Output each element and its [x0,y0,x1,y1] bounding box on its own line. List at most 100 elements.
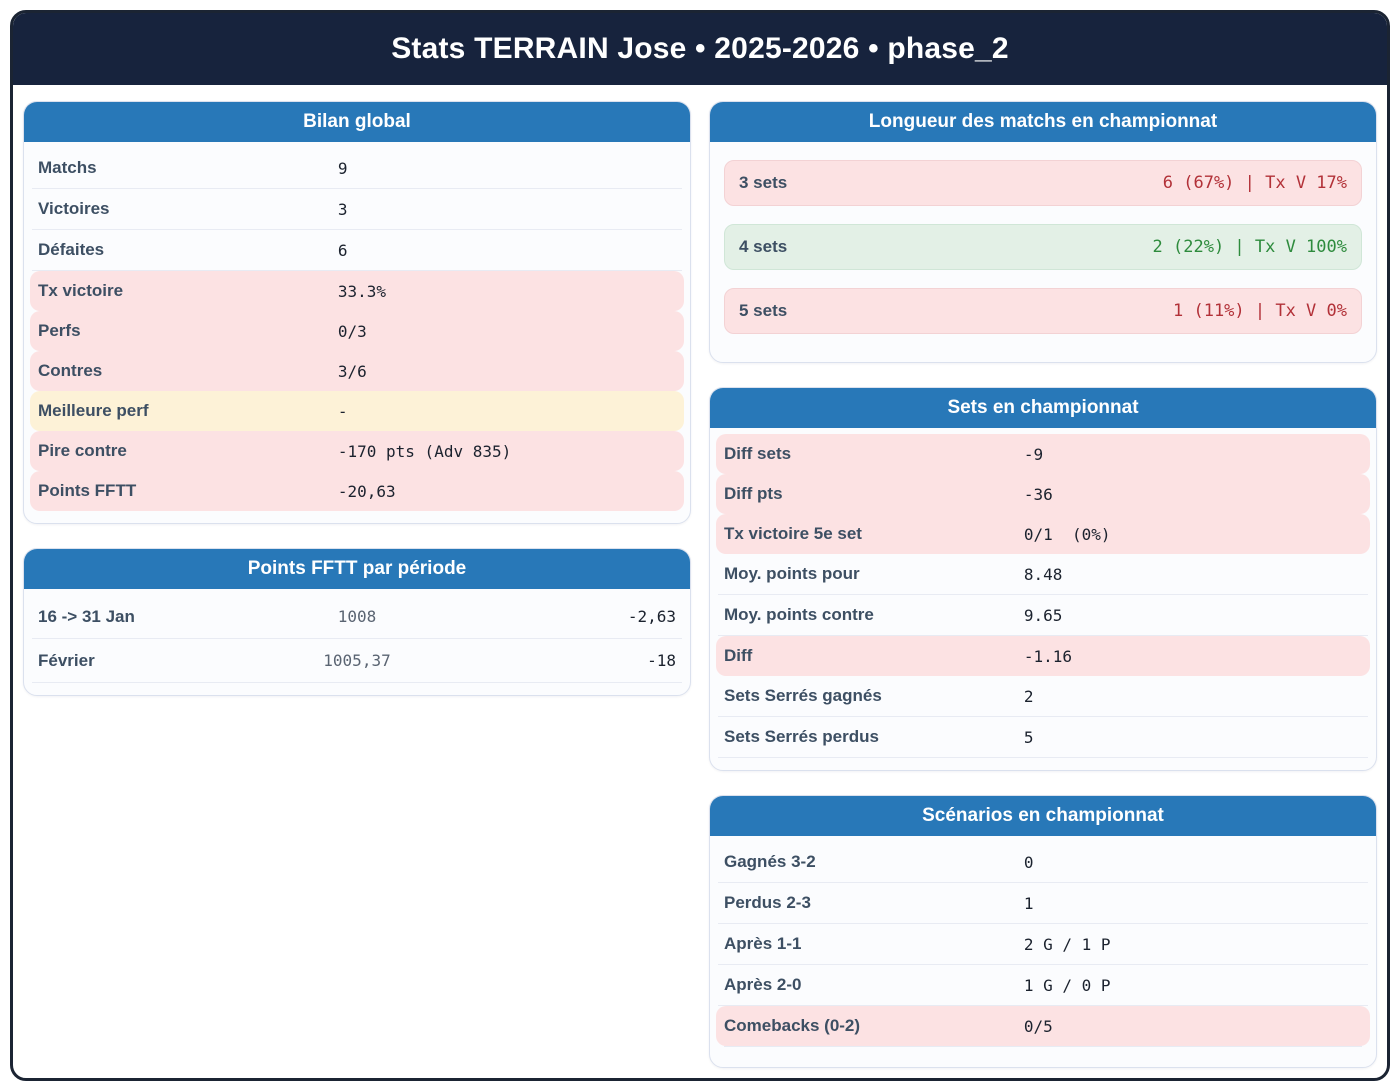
stat-row-apres-1-1: Après 1-1 2 G / 1 P [718,924,1368,965]
stat-label: Diff pts [724,484,783,503]
stat-label: Sets Serrés perdus [724,727,879,746]
stat-row-diff: Diff -1.16 [716,636,1370,676]
stat-value: 1 G / 0 P [1023,975,1111,995]
content-area: Bilan global Matchs 9 Victoires 3 Défait… [13,85,1387,1068]
stat-label: Après 1-1 [724,934,802,953]
stat-value: 3 [337,199,348,219]
periode-points: 1008 [337,607,377,626]
card-points-periode-body: 16 -> 31 Jan 1008 -2,63 Février 1005,37 … [24,589,690,695]
stat-label: Perdus 2-3 [724,893,811,912]
stat-label: Contres [38,361,103,380]
stat-label: Points FFTT [38,481,137,500]
pill-label: 5 sets [739,301,788,320]
pill-label: 4 sets [739,237,788,256]
stat-label: Tx victoire 5e set [724,524,862,543]
stat-label: Diff [724,646,753,665]
card-points-periode-header: Points FFTT par période [24,549,690,589]
stat-label: Meilleure perf [38,401,149,420]
stat-row-perdus-2-3: Perdus 2-3 1 [718,883,1368,924]
card-bilan-header: Bilan global [24,102,690,142]
stat-label: Moy. points contre [724,605,874,624]
page-title: Stats TERRAIN Jose • 2025-2026 • phase_2 [391,32,1009,65]
card-bottom-divider [724,1046,1362,1055]
stat-label: Sets Serrés gagnés [724,686,882,705]
stat-row-perfs: Perfs 0/3 [30,311,684,351]
stat-label: Défaites [38,240,105,259]
periode-points: 1005,37 [323,651,391,670]
stat-label: Comebacks (0-2) [724,1016,861,1035]
card-longueur-header: Longueur des matchs en championnat [710,102,1376,142]
stat-value: 2 [1023,686,1034,706]
periode-label: 16 -> 31 Jan [38,606,135,626]
periode-diff: -18 [647,651,677,670]
pill-row-5-sets: 5 sets 1 (11%) | Tx V 0% [724,288,1362,334]
card-sets-championnat: Sets en championnat Diff sets -9 Diff pt… [709,387,1377,771]
stat-label: Matchs [38,158,97,177]
card-scenarios-body: Gagnés 3-2 0 Perdus 2-3 1 Après 1-1 2 G … [710,836,1376,1067]
stat-value: 0/1 (0%) [1023,524,1111,544]
stat-value: 9 [337,158,348,178]
pill-value: 2 (22%) | Tx V 100% [1152,237,1347,257]
periode-label: Février [38,650,95,670]
stat-row-tx-victoire-5e-set: Tx victoire 5e set 0/1 (0%) [716,514,1370,554]
card-bilan-body: Matchs 9 Victoires 3 Défaites 6 Tx victo… [24,142,690,523]
stat-row-pire-contre: Pire contre -170 pts (Adv 835) [30,431,684,471]
stat-label: Pire contre [38,441,127,460]
stat-row-contres: Contres 3/6 [30,351,684,391]
stat-value: -1.16 [1023,646,1073,666]
stat-value: 0/3 [337,321,367,341]
stat-value: 0 [1023,852,1034,872]
stat-row-points-fftt: Points FFTT -20,63 [30,471,684,511]
stat-value: 1 [1023,893,1034,913]
stat-value: - [337,401,348,421]
card-longueur-body: 3 sets 6 (67%) | Tx V 17% 4 sets 2 (22%)… [710,142,1376,362]
title-banner: Stats TERRAIN Jose • 2025-2026 • phase_2 [13,13,1387,85]
pill-row-4-sets: 4 sets 2 (22%) | Tx V 100% [724,224,1362,270]
stat-value: 33.3% [337,281,387,301]
stat-row-apres-2-0: Après 2-0 1 G / 0 P [718,965,1368,1006]
card-longueur-matchs: Longueur des matchs en championnat 3 set… [709,101,1377,363]
stat-value: 3/6 [337,361,367,381]
stat-label: Diff sets [724,444,792,463]
pill-value: 1 (11%) | Tx V 0% [1173,301,1347,321]
stat-value: 8.48 [1023,564,1063,584]
stat-row-victoires: Victoires 3 [32,189,682,230]
stat-label: Perfs [38,321,81,340]
card-sets-body: Diff sets -9 Diff pts -36 Tx victoire 5e… [710,428,1376,770]
stat-row-comebacks: Comebacks (0-2) 0/5 [716,1006,1370,1046]
stat-label: Tx victoire [38,281,124,300]
stat-row-gagnes-3-2: Gagnés 3-2 0 [718,842,1368,883]
left-column: Bilan global Matchs 9 Victoires 3 Défait… [23,101,691,1068]
card-bilan-global: Bilan global Matchs 9 Victoires 3 Défait… [23,101,691,524]
pill-label: 3 sets [739,173,788,192]
stat-row-diff-sets: Diff sets -9 [716,434,1370,474]
stat-row-sets-serres-gagnes: Sets Serrés gagnés 2 [718,676,1368,717]
stat-label: Gagnés 3-2 [724,852,816,871]
stat-value: -9 [1023,444,1044,464]
stat-row-meilleure-perf: Meilleure perf - [30,391,684,431]
stat-row-tx-victoire: Tx victoire 33.3% [30,271,684,311]
card-scenarios: Scénarios en championnat Gagnés 3-2 0 Pe… [709,795,1377,1068]
pill-row-3-sets: 3 sets 6 (67%) | Tx V 17% [724,160,1362,206]
stat-value: 5 [1023,727,1034,747]
stat-row-moy-points-pour: Moy. points pour 8.48 [718,554,1368,595]
stat-label: Victoires [38,199,110,218]
stat-value: 0/5 [1023,1016,1053,1036]
stat-value: 9.65 [1023,605,1063,625]
card-sets-header: Sets en championnat [710,388,1376,428]
stat-value: -20,63 [337,481,396,501]
stat-value: 2 G / 1 P [1023,934,1111,954]
right-column: Longueur des matchs en championnat 3 set… [709,101,1377,1068]
stat-value: -170 pts (Adv 835) [337,441,512,461]
card-points-periode: Points FFTT par période 16 -> 31 Jan 100… [23,548,691,696]
stat-value: -36 [1023,484,1053,504]
stat-row-matchs: Matchs 9 [32,148,682,189]
stat-label: Moy. points pour [724,564,860,583]
page-frame: Stats TERRAIN Jose • 2025-2026 • phase_2… [10,10,1390,1081]
stat-row-diff-pts: Diff pts -36 [716,474,1370,514]
periode-row-fevrier: Février 1005,37 -18 [32,639,682,683]
stat-row-moy-points-contre: Moy. points contre 9.65 [718,595,1368,636]
card-scenarios-header: Scénarios en championnat [710,796,1376,836]
stat-label: Après 2-0 [724,975,802,994]
pill-value: 6 (67%) | Tx V 17% [1162,173,1347,193]
